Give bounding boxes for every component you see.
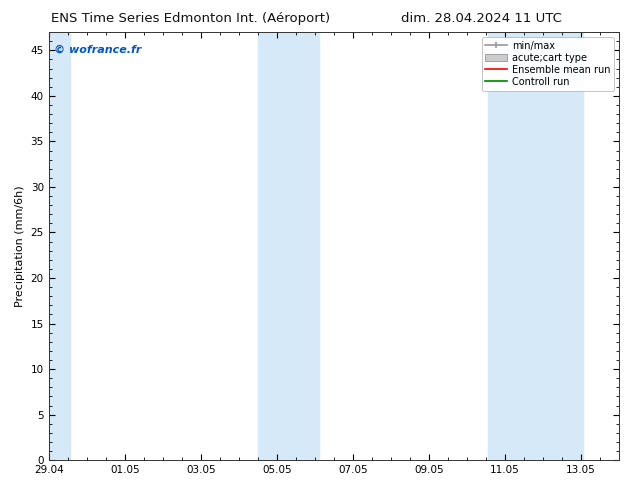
- Text: dim. 28.04.2024 11 UTC: dim. 28.04.2024 11 UTC: [401, 12, 562, 25]
- Text: © wofrance.fr: © wofrance.fr: [55, 45, 142, 55]
- Bar: [258, 32, 319, 460]
- Legend: min/max, acute;cart type, Ensemble mean run, Controll run: min/max, acute;cart type, Ensemble mean …: [482, 37, 614, 91]
- Text: ENS Time Series Edmonton Int. (Aéroport): ENS Time Series Edmonton Int. (Aéroport): [51, 12, 330, 25]
- Bar: [47, 32, 70, 460]
- Bar: [488, 32, 583, 460]
- Y-axis label: Precipitation (mm/6h): Precipitation (mm/6h): [15, 185, 25, 307]
